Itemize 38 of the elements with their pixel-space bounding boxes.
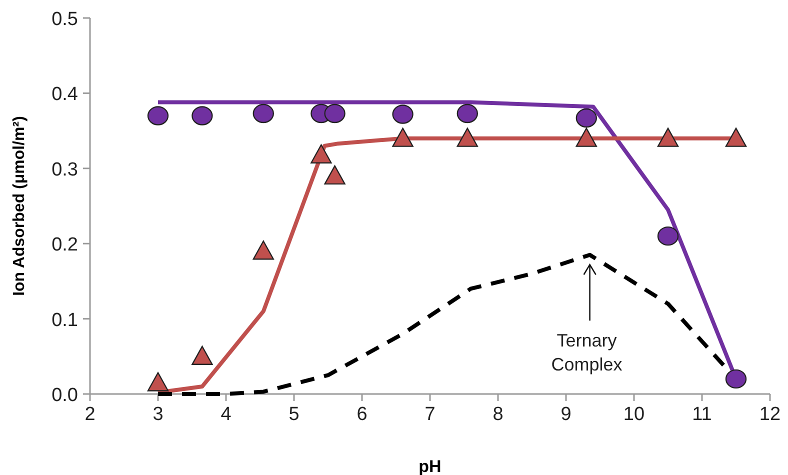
x-tick-label: 5 <box>288 404 300 425</box>
x-tick-label: 7 <box>424 404 436 425</box>
y-tick-label: 0.3 <box>52 159 78 180</box>
x-tick-label: 11 <box>692 404 712 425</box>
y-tick-label: 0.1 <box>52 310 78 331</box>
point <box>657 226 679 246</box>
point <box>392 104 414 124</box>
point <box>252 240 274 260</box>
point <box>725 369 747 389</box>
point <box>310 144 332 164</box>
point <box>324 165 346 185</box>
point <box>657 128 679 147</box>
x-tick-label: 12 <box>759 404 781 425</box>
point <box>147 106 169 126</box>
point <box>192 346 213 365</box>
x-tick-label: 8 <box>492 404 504 425</box>
point <box>147 372 169 392</box>
point <box>192 106 213 126</box>
x-tick-label: 9 <box>560 404 572 425</box>
point <box>576 108 597 128</box>
y-tick-label: 0.4 <box>52 84 78 106</box>
y-tick-label: 0.2 <box>52 234 78 256</box>
y-tick-label: 0.0 <box>52 385 78 406</box>
x-tick-label: 6 <box>356 404 368 425</box>
y-tick-label: 0.5 <box>52 9 78 30</box>
point <box>456 104 478 124</box>
point <box>725 128 747 147</box>
x-tick-label: 4 <box>220 404 232 425</box>
x-tick-label: 3 <box>152 404 164 425</box>
x-tick-label: 10 <box>623 404 645 425</box>
point <box>456 128 478 147</box>
annotation: Ternary Complex <box>551 330 622 375</box>
y-axis-title: Ion Adsorbed (μmol/m²) <box>11 116 28 296</box>
point <box>576 128 597 147</box>
point <box>252 104 274 124</box>
x-tick-label: 2 <box>84 404 96 425</box>
point <box>324 104 346 124</box>
point <box>392 128 414 147</box>
